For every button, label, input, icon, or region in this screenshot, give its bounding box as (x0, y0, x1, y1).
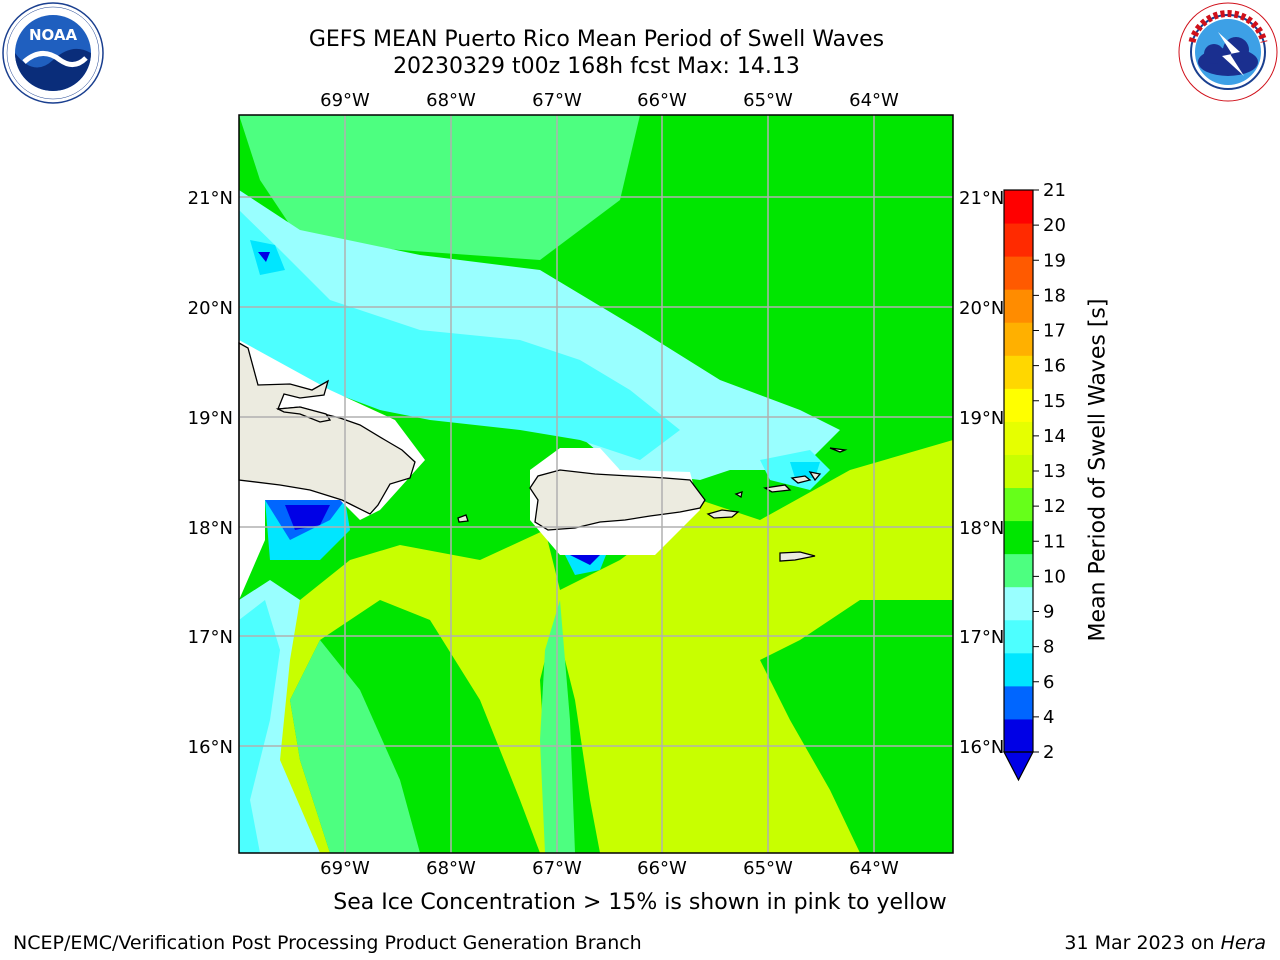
colorbar-extend-triangle (1003, 751, 1034, 782)
colorbar-tick-label: 15 (1043, 391, 1066, 412)
colorbar-swatch (1004, 718, 1033, 753)
colorbar-tick-label: 4 (1043, 707, 1054, 728)
colorbar-swatch (1004, 190, 1033, 224)
colorbar-swatch (1004, 355, 1033, 389)
map-graticule (239, 115, 953, 853)
lat-label-left: 19°N (188, 408, 233, 429)
colorbar-tick-label: 8 (1043, 637, 1054, 658)
lon-label-bottom: 69°W (320, 858, 370, 879)
st-croix-island (779, 551, 816, 562)
colorbar-tick-label: 2 (1043, 742, 1054, 763)
colorbar-tick-label: 18 (1043, 285, 1066, 306)
lat-label-right: 20°N (959, 298, 1004, 319)
colorbar-label: Mean Period of Swell Waves [s] (1085, 298, 1111, 642)
lat-label-left: 20°N (188, 298, 233, 319)
lat-label-left: 21°N (188, 188, 233, 209)
lon-label-top: 68°W (426, 90, 476, 111)
map-frame (238, 114, 954, 854)
colorbar-tick-label: 9 (1043, 602, 1054, 623)
lon-label-top: 66°W (637, 90, 687, 111)
colorbar-swatch (1004, 586, 1033, 621)
vieques-island (706, 509, 740, 519)
lat-label-left: 17°N (188, 627, 233, 648)
lon-label-top: 65°W (743, 90, 793, 111)
nws-logo-icon (1178, 2, 1278, 102)
lon-label-top: 64°W (849, 90, 899, 111)
culebra-island (734, 491, 743, 499)
lat-label-right: 19°N (959, 408, 1004, 429)
sea-ice-note: Sea Ice Concentration > 15% is shown in … (333, 890, 947, 915)
lon-label-bottom: 68°W (426, 858, 476, 879)
colorbar-tick-label: 20 (1043, 215, 1066, 236)
lat-label-right: 18°N (959, 518, 1004, 539)
colorbar-swatch (1004, 289, 1033, 323)
colorbar-tick-label: 21 (1043, 180, 1066, 201)
lat-label-left: 16°N (188, 737, 233, 758)
chart-title: GEFS MEAN Puerto Rico Mean Period of Swe… (308, 27, 885, 52)
colorbar-swatch (1004, 553, 1033, 588)
lon-label-top: 69°W (320, 90, 370, 111)
run-date: 31 Mar 2023 on Hera (1064, 932, 1266, 954)
colorbar-tick-label: 12 (1043, 496, 1066, 517)
colorbar-tick-label: 10 (1043, 566, 1066, 587)
noaa-logo-icon: NOAA (2, 2, 104, 104)
colorbar-tick-label: 17 (1043, 321, 1066, 342)
north-coast-hispaniola (275, 406, 332, 423)
colorbar-tick-label: 16 (1043, 356, 1066, 377)
lat-label-left: 18°N (188, 518, 233, 539)
mona-island (457, 514, 469, 523)
colorbar-swatch (1004, 454, 1033, 489)
colorbar-swatch (1004, 685, 1033, 720)
lat-label-right: 21°N (959, 188, 1004, 209)
producer-credit: NCEP/EMC/Verification Post Processing Pr… (13, 932, 642, 954)
lon-label-bottom: 64°W (849, 858, 899, 879)
colorbar-tick-label: 11 (1043, 531, 1066, 552)
lat-label-right: 16°N (959, 737, 1004, 758)
colorbar-swatch (1004, 520, 1033, 555)
colorbar-swatch (1004, 322, 1033, 356)
colorbar-swatch (1004, 223, 1033, 257)
colorbar-swatch (1004, 652, 1033, 687)
lon-label-bottom: 66°W (637, 858, 687, 879)
virgin-islands (763, 447, 848, 493)
colorbar: 21 20 19 18 17 16 15 14 13 12 11 10 9 8 6 4 2 (1003, 180, 1066, 782)
run-date-text: 31 Mar 2023 on (1064, 932, 1221, 954)
colorbar-swatch (1004, 388, 1033, 422)
colorbar-tick-label: 6 (1043, 672, 1054, 693)
colorbar-tick-label: 19 (1043, 250, 1066, 271)
lon-label-bottom: 67°W (532, 858, 582, 879)
colorbar-swatch (1004, 256, 1033, 290)
colorbar-swatch (1004, 619, 1033, 654)
lon-label-bottom: 65°W (743, 858, 793, 879)
colorbar-tick-label: 13 (1043, 461, 1066, 482)
lat-label-right: 17°N (959, 627, 1004, 648)
colorbar-swatch (1004, 421, 1033, 455)
host-name: Hera (1220, 932, 1266, 954)
chart-subtitle: 20230329 t00z 168h fcst Max: 14.13 (393, 54, 800, 79)
colorbar-swatch (1004, 487, 1033, 522)
noaa-logo-text: NOAA (29, 26, 78, 44)
colorbar-tick-label: 14 (1043, 426, 1066, 447)
lon-label-top: 67°W (532, 90, 582, 111)
